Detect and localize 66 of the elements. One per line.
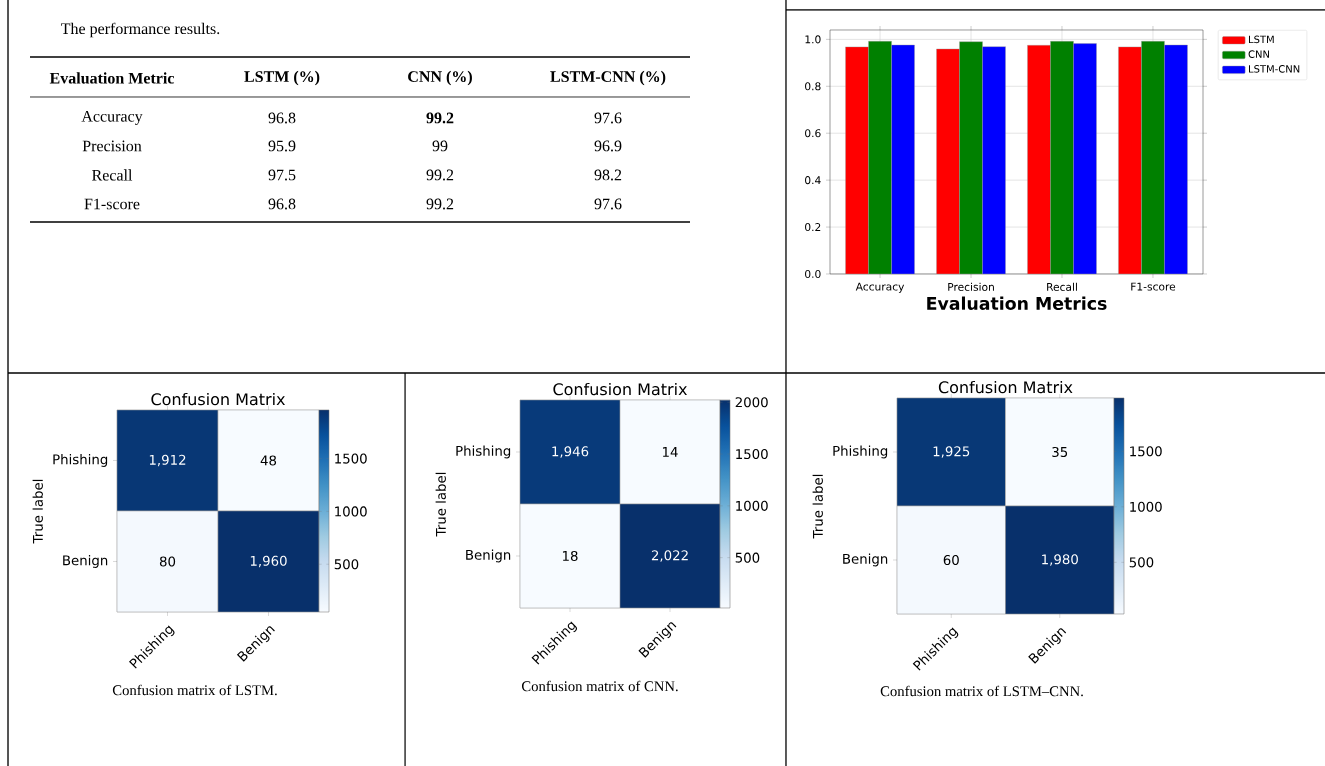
text: LSTM-CNN (%) [550,70,666,86]
y-tick-label: 0.2 [805,223,821,232]
legend-label: CNN [1248,50,1269,58]
legend-label: LSTM [1249,35,1274,44]
data-label: 1,912 [149,454,186,467]
data-label: 98.2 [594,169,622,181]
text: Confusion matrix of LSTM. [112,684,277,696]
data-label: 1,960 [250,555,287,568]
data-label: 80 [159,556,176,567]
y-axis-title: True label [435,472,446,537]
x-tick-label: F1-score [1131,282,1176,291]
text: LSTM (%) [244,70,320,86]
data-label: 1,925 [933,446,970,458]
data-label: 60 [943,554,959,566]
text: CNN (%) [408,70,472,86]
color-bar-label: 1000 [736,500,768,511]
data-label: 99.2 [426,169,454,181]
data-label: 99.2 [426,198,454,210]
y-tick-label: 1.0 [805,35,821,44]
category-label: Accuracy [81,110,143,125]
color-bar-label: 1500 [335,453,367,464]
data-label: 1,946 [552,446,589,458]
y-tick-label: 0.8 [805,82,821,91]
y-axis-title: True label [32,479,43,544]
y-axis-title: True label [812,474,823,539]
data-label: 2,022 [651,550,688,562]
color-bar-label: 1000 [335,506,367,517]
text: Confusion matrix of CNN. [521,680,678,692]
data-label: 1,980 [1042,554,1078,566]
color-bar-label: 1000 [1130,501,1162,512]
color-bar-label: 500 [735,552,760,563]
data-label: 14 [662,447,678,457]
text: Evaluation Metric [49,72,175,84]
category-label: F1-score [84,198,140,210]
color-bar-label: 500 [1129,557,1154,568]
data-label: 99 [432,140,448,152]
text: The performance results. [61,22,220,38]
data-label: 96.8 [268,112,296,124]
color-bar-label: 1500 [736,449,768,460]
text: Confusion matrix of LSTM–CNN. [880,685,1083,697]
category-label: Recall [92,169,133,181]
color-bar-label: 500 [334,559,359,570]
data-label: 97.6 [594,198,622,210]
color-bar-label: 1500 [1130,446,1162,457]
color-bar-label: 2000 [735,397,768,408]
data-label: 97.5 [268,169,296,181]
y-tick-label: 0.6 [805,129,821,138]
x-tick-label: Precision [948,282,994,291]
x-tick-label: Recall [1047,282,1077,291]
y-tick-label: 0.0 [805,269,821,279]
data-label: 35 [1052,446,1068,458]
data-label: 99.2 [426,112,454,124]
chart-title: Confusion Matrix [938,380,1073,394]
data-label: 96.9 [594,140,622,152]
x-tick-label: Accuracy [855,282,905,293]
category-label: Precision [82,140,142,152]
legend-label: LSTM-CNN [1249,65,1300,73]
chart-title: Confusion Matrix [151,392,286,406]
chart-title: Confusion Matrix [553,382,688,396]
data-label: 18 [562,550,578,562]
data-label: 95.9 [268,140,296,152]
data-label: 48 [260,455,277,466]
data-label: 96.8 [268,198,296,210]
x-axis-title: Evaluation Metrics [927,296,1107,310]
data-label: 97.6 [594,112,622,124]
y-tick-label: 0.4 [805,176,821,185]
